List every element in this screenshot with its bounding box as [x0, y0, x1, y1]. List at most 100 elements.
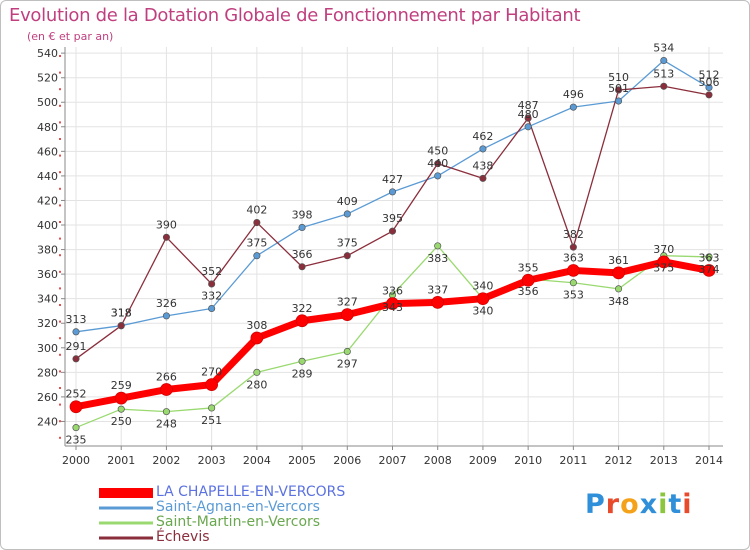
x-tick-label: 2012 — [605, 454, 633, 467]
data-point — [117, 322, 125, 330]
axis-dot — [59, 337, 61, 340]
logo-letter: x — [639, 489, 659, 520]
data-point — [476, 292, 490, 306]
data-point — [479, 174, 487, 182]
data-label: 370 — [653, 243, 674, 256]
data-point — [434, 160, 442, 168]
data-point — [208, 280, 216, 288]
legend-swatch — [99, 487, 153, 498]
x-tick-label: 2000 — [62, 454, 90, 467]
data-point — [253, 368, 261, 376]
x-tick-label: 2002 — [152, 454, 180, 467]
data-label: 506 — [699, 76, 720, 89]
axis-dot — [59, 88, 61, 91]
data-label: 352 — [201, 265, 222, 278]
y-tick-label: 420 — [37, 194, 58, 207]
data-point — [253, 219, 261, 227]
data-label: 308 — [246, 319, 267, 332]
data-point — [615, 285, 623, 293]
data-point — [72, 355, 80, 363]
data-label: 395 — [382, 212, 403, 225]
y-tick-label: 320 — [37, 317, 58, 330]
data-label: 440 — [427, 157, 448, 170]
x-tick-label: 2006 — [333, 454, 361, 467]
data-label: 496 — [563, 88, 584, 101]
data-point — [615, 97, 623, 105]
logo-letter: r — [605, 489, 621, 520]
data-label: 398 — [292, 208, 313, 221]
data-point — [298, 357, 306, 365]
data-point — [524, 123, 532, 131]
y-tick-label: 300 — [37, 342, 58, 355]
data-label: 313 — [66, 313, 87, 326]
data-label: 402 — [246, 204, 267, 217]
data-label: 374 — [699, 263, 720, 276]
proxiti-logo: Proxiti — [585, 489, 693, 520]
data-label: 327 — [337, 296, 358, 309]
axes — [59, 47, 723, 450]
y-tick-label: 480 — [37, 121, 58, 134]
data-label: 340 — [472, 305, 493, 318]
data-label: 322 — [292, 302, 313, 315]
x-tick-label: 2011 — [559, 454, 587, 467]
legend-swatch — [99, 506, 153, 509]
data-point — [162, 408, 170, 416]
axis-dot — [59, 55, 61, 57]
data-label: 235 — [66, 434, 87, 447]
data-point — [208, 404, 216, 412]
data-point — [388, 188, 397, 196]
data-label: 501 — [608, 82, 629, 95]
axis-dot — [59, 287, 61, 290]
data-point — [705, 253, 713, 261]
data-point — [521, 273, 535, 287]
axis-dot — [59, 204, 61, 207]
axis-dot — [59, 221, 61, 223]
x-tick-label: 2014 — [695, 454, 723, 467]
data-label: 356 — [518, 285, 539, 298]
axis-dot — [59, 71, 61, 74]
axis-dot — [59, 436, 61, 439]
x-tick-label: 2008 — [424, 454, 452, 467]
data-point — [702, 264, 716, 277]
data-label: 337 — [427, 283, 448, 296]
data-point — [72, 424, 80, 432]
data-label: 280 — [246, 378, 267, 391]
data-label: 332 — [201, 289, 222, 302]
data-label: 438 — [472, 159, 493, 172]
data-label: 534 — [653, 42, 674, 55]
data-label: 383 — [427, 252, 448, 265]
data-label: 390 — [156, 218, 177, 231]
data-point — [162, 233, 170, 241]
data-label: 480 — [518, 108, 539, 121]
series-points — [69, 56, 716, 432]
legend-swatch — [99, 521, 153, 524]
axis-dot — [59, 104, 61, 107]
data-label: 363 — [563, 251, 584, 264]
data-point — [343, 347, 351, 356]
data-label: 270 — [201, 366, 222, 379]
data-label: 343 — [382, 301, 403, 314]
data-point — [569, 103, 577, 111]
data-label: 318 — [111, 307, 132, 320]
y-tick-label: 460 — [37, 145, 58, 158]
axis-dot — [59, 403, 61, 406]
data-label: 355 — [518, 261, 539, 274]
data-label: 248 — [156, 418, 177, 431]
axis-dot — [59, 171, 61, 174]
data-point — [205, 378, 218, 391]
data-point — [208, 304, 216, 313]
data-label: 510 — [608, 71, 629, 84]
x-tick-label: 2001 — [107, 454, 135, 467]
y-tick-label: 520 — [37, 72, 58, 85]
data-label: 251 — [201, 414, 222, 427]
axis-dot — [59, 370, 61, 373]
data-label: 382 — [563, 228, 584, 241]
data-label: 513 — [653, 67, 674, 80]
data-label: 375 — [246, 237, 267, 250]
y-tick-labels: 240 260 280 300 320 340 360 380 400 420 440 460 480 5… — [37, 47, 58, 428]
y-tick-label: 400 — [37, 219, 58, 232]
x-tick-labels: 2000 2001 2002 2003 2004 2005 2006 2007 2008 2009… — [62, 454, 723, 467]
